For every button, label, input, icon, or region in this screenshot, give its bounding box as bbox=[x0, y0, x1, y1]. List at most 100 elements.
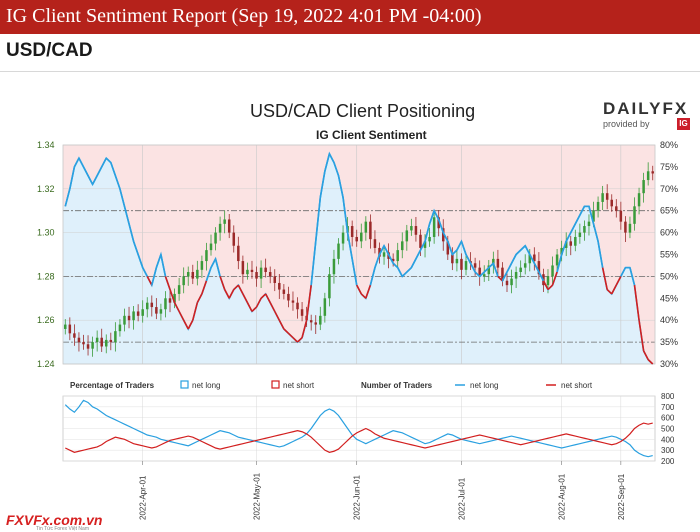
net-long-pct-segment bbox=[178, 311, 185, 321]
candle-body bbox=[123, 315, 126, 325]
candle-body bbox=[432, 217, 436, 237]
left-axis-tick-label: 1.32 bbox=[37, 184, 55, 194]
lower-axis-tick-label: 300 bbox=[661, 446, 675, 455]
net-long-pct-segment bbox=[274, 311, 281, 321]
net-long-pct-segment bbox=[565, 232, 572, 242]
net-long-pct-segment bbox=[601, 267, 608, 290]
net-long-pct-segment bbox=[192, 302, 199, 321]
candle-body bbox=[268, 272, 272, 277]
provided-by-label: provided by bbox=[603, 119, 650, 129]
net-long-pct-segment bbox=[64, 188, 71, 207]
net-long-pct-segment bbox=[356, 284, 362, 295]
net-long-pct-segment bbox=[287, 332, 294, 339]
count-net-long-line bbox=[64, 399, 653, 458]
candle-body bbox=[287, 293, 290, 301]
net-long-pct-segment bbox=[187, 319, 194, 330]
net-long-pct-segment bbox=[164, 276, 171, 290]
candle-body bbox=[514, 272, 518, 279]
candle-body bbox=[150, 302, 154, 308]
candle-body bbox=[173, 293, 176, 303]
candle-body bbox=[555, 254, 559, 266]
candle-body bbox=[596, 201, 600, 211]
net-long-pct-segment bbox=[264, 293, 271, 304]
candle-body bbox=[223, 219, 226, 224]
candle-body bbox=[314, 322, 317, 325]
candle-body bbox=[114, 331, 117, 343]
net-long-pct-segment bbox=[314, 197, 322, 242]
net-long-pct-segment bbox=[151, 267, 158, 286]
candle-body bbox=[237, 245, 240, 262]
report-title: IG Client Sentiment Report (Sep 19, 2022… bbox=[6, 5, 482, 27]
net-long-pct-segment bbox=[629, 267, 636, 286]
net-long-pct-segment bbox=[606, 288, 613, 295]
candle-body bbox=[214, 232, 217, 244]
net-long-pct-segment bbox=[506, 262, 513, 273]
candle-body bbox=[218, 223, 222, 233]
x-axis-date-label: 2022-Jul-01 bbox=[457, 477, 466, 520]
net-long-pct-segment bbox=[451, 249, 458, 256]
x-axis-date-label: 2022-May-01 bbox=[253, 472, 262, 520]
net-long-pct-segment bbox=[219, 276, 226, 290]
candle-body bbox=[610, 199, 613, 207]
candle-body bbox=[537, 261, 541, 275]
net-long-pct-segment bbox=[579, 205, 586, 216]
net-long-pct-segment bbox=[383, 245, 390, 255]
candle-body bbox=[405, 230, 409, 242]
candle-body bbox=[209, 243, 213, 251]
candle-body bbox=[355, 236, 358, 242]
candle-body bbox=[414, 226, 418, 235]
net-long-pct-segment bbox=[301, 319, 308, 338]
net-long-pct-segment bbox=[146, 276, 153, 286]
candle-body bbox=[168, 298, 172, 303]
net-long-pct-segment bbox=[324, 153, 331, 172]
net-long-pct-segment bbox=[547, 284, 554, 291]
right-axis-tick-label: 80% bbox=[660, 140, 678, 150]
candle-body bbox=[569, 241, 573, 246]
candle-body bbox=[451, 254, 454, 264]
right-axis-tick-label: 70% bbox=[660, 184, 678, 194]
net-long-pct-segment bbox=[233, 284, 239, 291]
net-long-pct-segment bbox=[374, 254, 381, 268]
net-long-pct-segment bbox=[228, 289, 235, 299]
net-long-pct-segment bbox=[278, 319, 285, 330]
net-long-pct-segment bbox=[182, 319, 189, 330]
candle-body bbox=[337, 243, 340, 259]
lower-axis-tick-label: 800 bbox=[661, 392, 675, 401]
right-axis-tick-label: 55% bbox=[660, 250, 678, 260]
lower-axis-tick-label: 700 bbox=[661, 403, 675, 412]
footer-tagline: Tin Tức Forex Việt Nam bbox=[36, 526, 89, 532]
candle-body bbox=[319, 315, 322, 325]
net-long-pct-segment bbox=[128, 223, 135, 242]
legend-net-short-label: net short bbox=[283, 381, 315, 390]
net-long-pct-segment bbox=[387, 254, 394, 264]
net-long-pct-segment bbox=[488, 262, 494, 269]
candle-body bbox=[64, 324, 67, 329]
candle-body bbox=[428, 236, 431, 242]
legend-net-short-swatch bbox=[271, 380, 280, 389]
candle-body bbox=[423, 241, 427, 248]
net-long-pct-segment bbox=[132, 241, 139, 255]
net-long-pct-segment bbox=[551, 271, 558, 286]
candle-body bbox=[605, 193, 609, 200]
net-long-pct-segment bbox=[588, 206, 595, 225]
candle-body bbox=[86, 344, 90, 349]
net-long-pct-segment bbox=[542, 280, 549, 290]
net-long-pct-segment bbox=[119, 188, 126, 207]
net-long-pct-segment bbox=[114, 175, 121, 190]
net-long-pct-segment bbox=[642, 350, 649, 360]
net-long-pct-segment bbox=[424, 223, 431, 242]
net-long-pct-segment bbox=[437, 219, 445, 233]
candle-body bbox=[159, 309, 163, 314]
candle-body bbox=[196, 269, 199, 279]
net-long-pct-segment bbox=[524, 245, 531, 255]
candle-body bbox=[487, 265, 491, 275]
net-long-pct-segment bbox=[597, 241, 604, 268]
legend-number-title: Number of Traders bbox=[361, 381, 433, 390]
net-long-pct-segment bbox=[392, 262, 399, 269]
candle-body bbox=[200, 261, 204, 270]
net-long-pct-segment bbox=[369, 267, 376, 286]
net-long-pct-segment bbox=[620, 267, 627, 277]
chart-subtitle: IG Client Sentiment bbox=[316, 128, 427, 142]
net-long-pct-segment bbox=[251, 306, 258, 313]
